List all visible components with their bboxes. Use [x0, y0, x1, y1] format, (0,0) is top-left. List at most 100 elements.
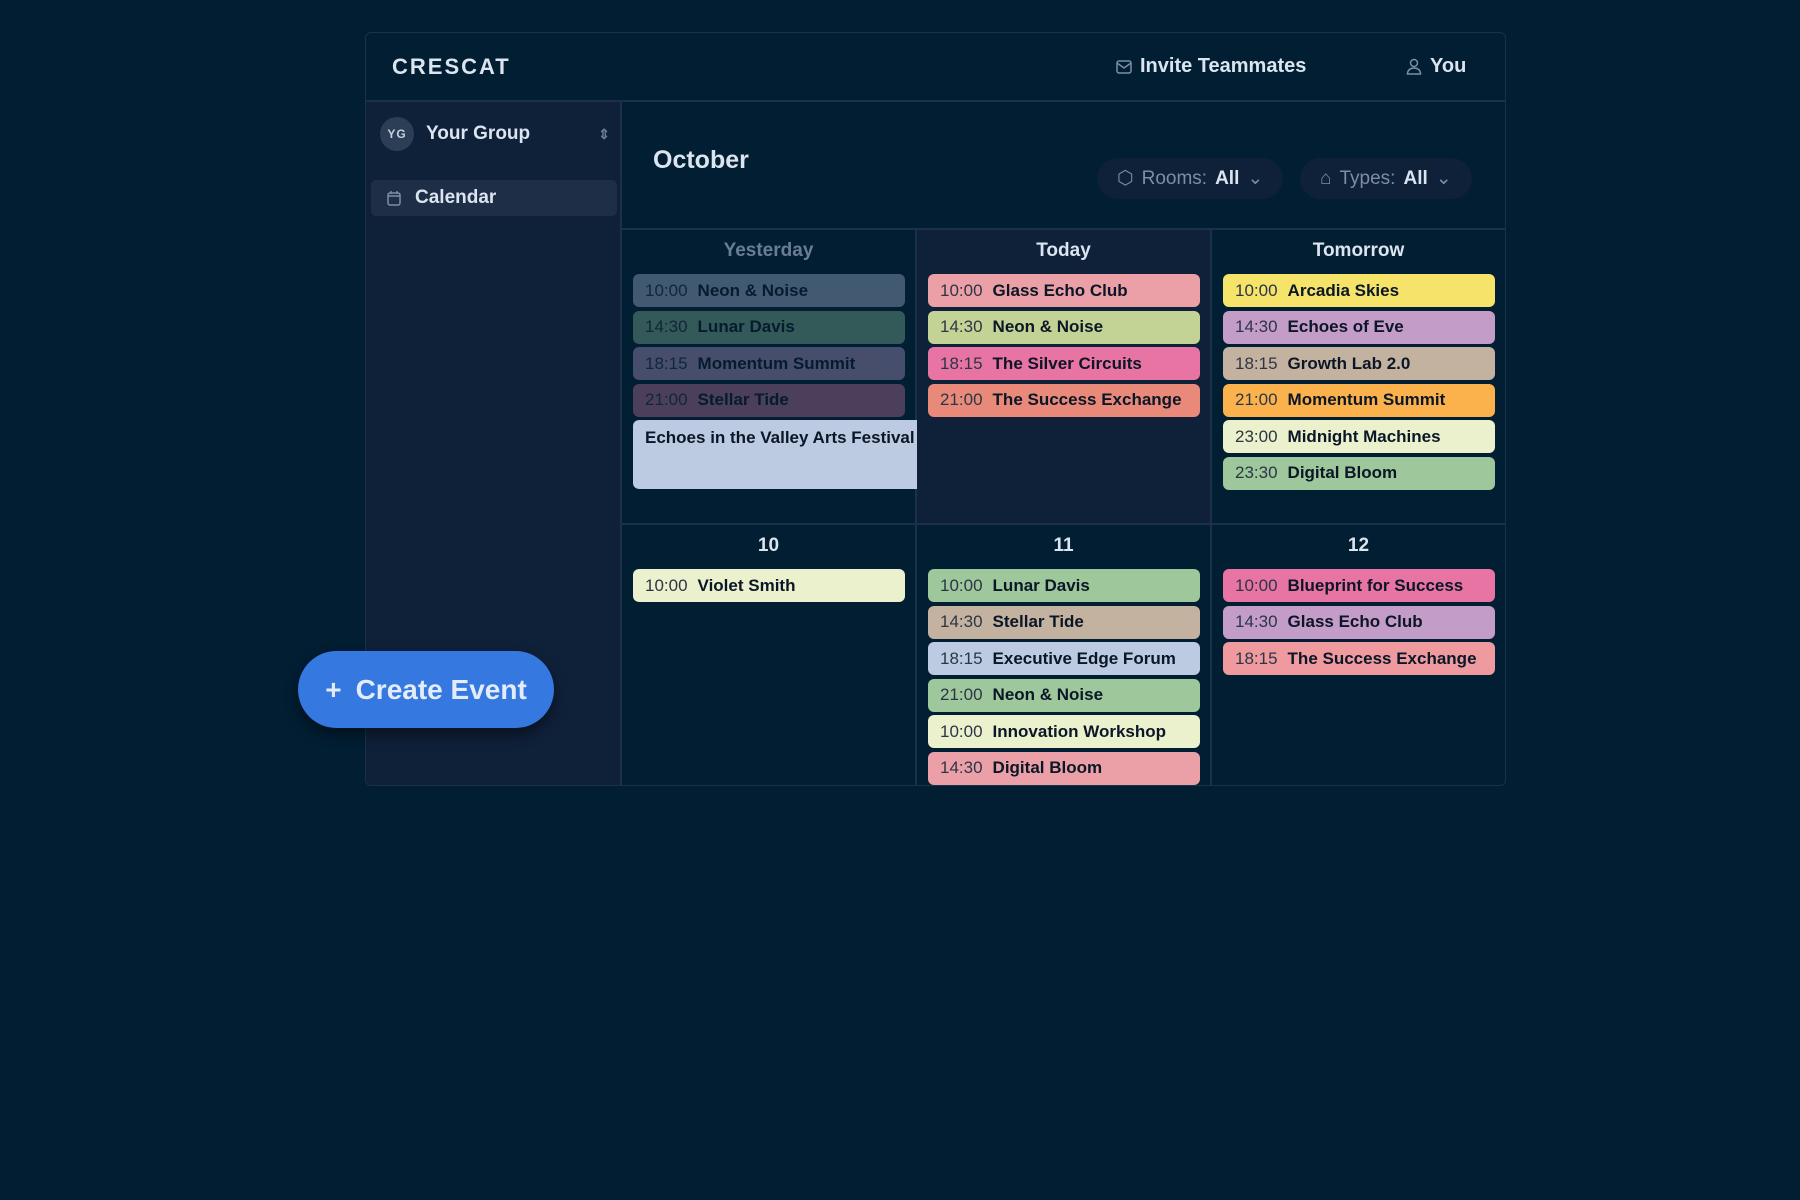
- header: CRESCAT Invite Teammates You: [366, 33, 1505, 102]
- event-chip[interactable]: 14:30 Neon & Noise: [928, 310, 1200, 344]
- event-name: Digital Bloom: [992, 758, 1103, 777]
- event-chip[interactable]: 18:15 The Silver Circuits: [928, 347, 1200, 380]
- chevron-up-down-icon: ⇕: [598, 125, 610, 142]
- day-cell[interactable]: 11 10:00 Lunar Davis 14:30 Stellar Tide 18:15…: [917, 525, 1212, 785]
- day-label: Today: [1036, 240, 1091, 261]
- event-chip[interactable]: 14:30 Digital Bloom: [928, 751, 1200, 785]
- event-time: 18:15: [940, 648, 983, 668]
- types-filter-value: All: [1403, 167, 1428, 189]
- event-chip[interactable]: 18:15 Growth Lab 2.0: [1223, 347, 1495, 380]
- event-chip[interactable]: 14:30 Echoes of Eve: [1223, 310, 1495, 344]
- event-chip[interactable]: 10:00 Neon & Noise: [633, 274, 905, 307]
- rooms-filter-value: All: [1215, 167, 1240, 189]
- event-name: The Success Exchange: [992, 390, 1182, 409]
- event-name: Executive Edge Forum: [992, 648, 1176, 668]
- avatar: YG: [380, 117, 414, 151]
- day-label: 11: [1053, 535, 1074, 556]
- event-name: Digital Bloom: [1287, 463, 1398, 482]
- event-time: 10:00: [1235, 280, 1278, 300]
- event-time: 10:00: [645, 575, 688, 595]
- invite-teammates-button[interactable]: Invite Teammates: [1116, 55, 1306, 78]
- user-icon: [1406, 58, 1422, 75]
- event-time: 18:15: [1235, 353, 1278, 373]
- create-event-label: Create Event: [355, 673, 527, 705]
- event-chip[interactable]: 14:30 Stellar Tide: [928, 605, 1200, 639]
- event-time: 10:00: [940, 721, 983, 741]
- event-time: 10:00: [1235, 575, 1278, 595]
- types-filter[interactable]: ⌂ Types: All ⌄: [1300, 158, 1472, 199]
- event-name: Stellar Tide: [992, 612, 1084, 631]
- tag-icon: ⌂: [1320, 167, 1332, 189]
- event-name: The Silver Circuits: [992, 353, 1142, 373]
- event-name: Stellar Tide: [697, 390, 789, 409]
- event-chip[interactable]: 21:00 Neon & Noise: [928, 678, 1200, 712]
- event-chip[interactable]: 21:00 The Success Exchange: [928, 383, 1200, 417]
- event-chip[interactable]: 10:00 Lunar Davis: [928, 569, 1200, 602]
- user-menu-button[interactable]: You: [1406, 55, 1466, 78]
- event-time: 23:30: [1235, 463, 1278, 482]
- event-time: 14:30: [940, 317, 983, 336]
- event-name: Neon & Noise: [992, 685, 1104, 704]
- sidebar-item-calendar[interactable]: Calendar: [371, 180, 617, 216]
- event-name: Arcadia Skies: [1287, 280, 1400, 300]
- event-name: Echoes in the Valley Arts Festival: [645, 428, 915, 447]
- event-time: 18:15: [940, 353, 983, 373]
- logo: CRESCAT: [392, 54, 511, 79]
- day-label: Yesterday: [723, 240, 814, 261]
- day-cell[interactable]: 10 10:00 Violet Smith: [622, 525, 917, 785]
- event-chip[interactable]: 23:00 Midnight Machines: [1223, 420, 1495, 453]
- event-name: The Success Exchange: [1287, 648, 1477, 668]
- day-cell[interactable]: Tomorrow 10:00 Arcadia Skies 14:30 Echoes of…: [1212, 230, 1505, 525]
- event-chip[interactable]: 14:30 Glass Echo Club: [1223, 605, 1495, 639]
- event-time: 21:00: [1235, 390, 1278, 409]
- event-name: Growth Lab 2.0: [1287, 353, 1411, 373]
- day-cell[interactable]: Yesterday 10:00 Neon & Noise 14:30 Lunar Dav…: [622, 230, 1199, 525]
- create-event-button[interactable]: + Create Event: [298, 651, 554, 728]
- event-time: 18:15: [645, 353, 688, 373]
- types-filter-label: Types:: [1339, 167, 1396, 189]
- calendar-icon: [387, 191, 401, 206]
- cube-icon: ⬡: [1117, 168, 1134, 189]
- calendar-grid: Yesterday 10:00 Neon & Noise 14:30 Lunar Dav…: [622, 228, 1505, 785]
- event-name: Neon & Noise: [992, 317, 1104, 336]
- user-label: You: [1430, 55, 1467, 77]
- rooms-filter-label: Rooms:: [1141, 167, 1208, 189]
- day-label: Tomorrow: [1312, 240, 1405, 261]
- day-label: 10: [757, 535, 780, 556]
- event-time: 21:00: [940, 685, 983, 704]
- event-name: Lunar Davis: [992, 575, 1090, 595]
- event-name: Blueprint for Success: [1287, 575, 1464, 595]
- event-name: Midnight Machines: [1287, 426, 1441, 446]
- rooms-filter[interactable]: ⬡ Rooms: All ⌄: [1097, 158, 1284, 199]
- event-time: 10:00: [645, 280, 688, 300]
- event-name: Momentum Summit: [697, 353, 856, 373]
- event-chip[interactable]: 21:00 Stellar Tide: [633, 383, 905, 417]
- event-time: 21:00: [645, 390, 688, 409]
- event-time: 21:00: [940, 390, 983, 409]
- event-name: Violet Smith: [697, 575, 796, 595]
- mail-icon: [1116, 59, 1132, 74]
- day-cell[interactable]: 12 10:00 Blueprint for Success 14:30 Glass E…: [1212, 525, 1505, 785]
- chevron-down-icon: ⌄: [1247, 168, 1264, 189]
- event-name: Momentum Summit: [1287, 390, 1446, 409]
- event-chip[interactable]: 10:00 Innovation Workshop: [928, 715, 1200, 748]
- event-name: Innovation Workshop: [992, 721, 1167, 741]
- group-switcher[interactable]: YG Your Group ⇕: [380, 116, 610, 152]
- event-chip[interactable]: 18:15 Executive Edge Forum: [928, 642, 1200, 675]
- event-chip[interactable]: 21:00 Momentum Summit: [1223, 383, 1495, 417]
- event-chip[interactable]: 10:00 Glass Echo Club: [928, 274, 1200, 307]
- event-chip[interactable]: 10:00 Violet Smith: [633, 569, 905, 602]
- chevron-down-icon: ⌄: [1435, 168, 1452, 189]
- event-chip[interactable]: 18:15 Momentum Summit: [633, 347, 905, 380]
- day-cell[interactable]: Today 10:00 Glass Echo Club 14:30 Neon & Noi…: [917, 230, 1212, 525]
- event-chip[interactable]: 18:15 The Success Exchange: [1223, 642, 1495, 675]
- event-chip[interactable]: 10:00 Blueprint for Success: [1223, 569, 1495, 602]
- event-time: 14:30: [1235, 317, 1278, 336]
- event-time: 18:15: [1235, 648, 1278, 668]
- event-time: 10:00: [940, 575, 983, 595]
- event-chip[interactable]: 23:30 Digital Bloom: [1223, 456, 1495, 490]
- event-chip[interactable]: 14:30 Lunar Davis: [633, 310, 905, 344]
- main: October ⬡ Rooms: All ⌄ ⌂ Types: All ⌄ Ye…: [622, 102, 1505, 785]
- event-time: 14:30: [940, 612, 983, 631]
- event-chip[interactable]: 10:00 Arcadia Skies: [1223, 274, 1495, 307]
